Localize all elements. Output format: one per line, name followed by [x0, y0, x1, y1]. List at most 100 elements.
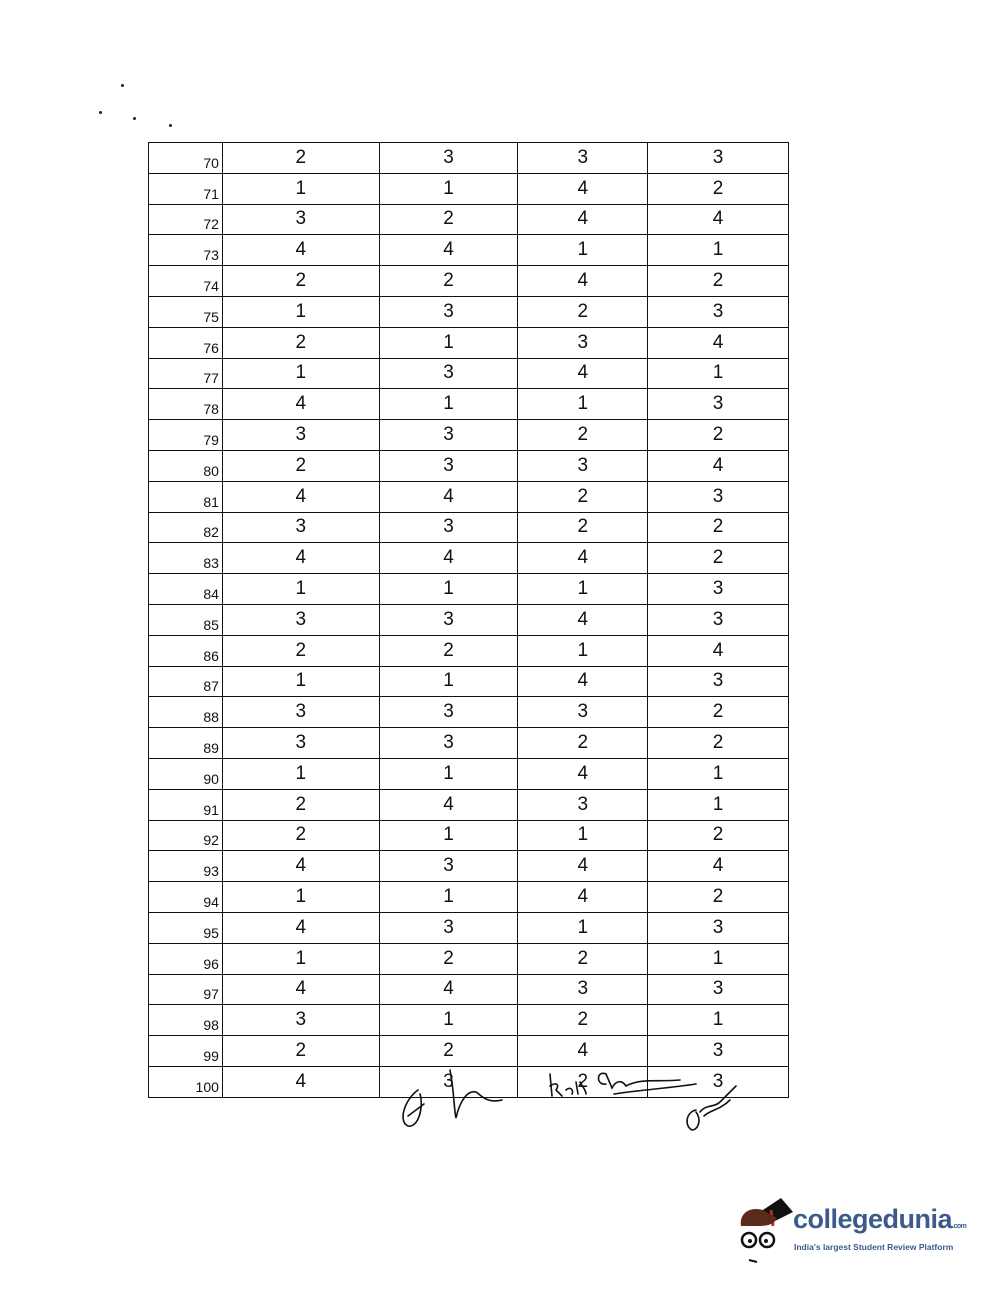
answer-cell-set-3: 4: [517, 265, 649, 297]
question-number: 99: [148, 1035, 223, 1067]
scan-speck: [169, 124, 172, 127]
answer-cell-set-2: 2: [378, 942, 519, 975]
question-number: 78: [148, 388, 223, 421]
question-number: 90: [148, 757, 223, 790]
answer-cell-set-3: 4: [517, 757, 649, 790]
table-row: 92 2 1 1 2: [148, 819, 789, 852]
answer-cell-set-1: 3: [221, 1004, 380, 1037]
mascot-logo-icon: [740, 1198, 793, 1263]
answer-cell-set-2: 3: [378, 295, 519, 328]
table-row: 88 3 3 3 2: [148, 696, 789, 729]
table-row: 87 1 1 4 3: [148, 665, 789, 698]
answer-cell-set-2: 3: [378, 850, 519, 883]
answer-cell-set-2: 3: [378, 357, 519, 390]
answer-cell-set-2: 3: [378, 419, 519, 451]
table-row: 70 2 3 3 3: [148, 142, 789, 174]
answer-cell-set-1: 1: [221, 757, 380, 790]
scan-speck: [121, 84, 124, 87]
answer-cell-set-2: 1: [378, 665, 519, 698]
answer-cell-set-4: 2: [647, 172, 789, 205]
answer-cell-set-3: 3: [517, 449, 649, 482]
answer-cell-set-2: 1: [378, 819, 519, 852]
answer-cell-set-4: 2: [647, 727, 789, 759]
answer-cell-set-4: 4: [647, 203, 789, 236]
table-row: 97 4 4 3 3: [148, 973, 789, 1006]
answer-cell-set-4: 1: [647, 788, 789, 821]
question-number: 72: [148, 203, 223, 236]
table-row: 75 1 3 2 3: [148, 295, 789, 328]
answer-cell-set-1: 4: [221, 388, 380, 421]
scan-speck: [99, 111, 102, 114]
answer-cell-set-4: 1: [647, 234, 789, 267]
answer-cell-set-4: 3: [647, 665, 789, 698]
answer-cell-set-4: 1: [647, 1004, 789, 1037]
answer-cell-set-1: 3: [221, 203, 380, 236]
answer-cell-set-3: 1: [517, 634, 649, 667]
question-number: 96: [148, 942, 223, 975]
question-number: 73: [148, 234, 223, 267]
answer-cell-set-1: 2: [221, 1035, 380, 1067]
answer-cell-set-1: 1: [221, 172, 380, 205]
question-number: 81: [148, 480, 223, 513]
answer-cell-set-1: 2: [221, 634, 380, 667]
answer-cell-set-3: 2: [517, 727, 649, 759]
answer-cell-set-2: 3: [378, 911, 519, 944]
answer-cell-set-1: 1: [221, 665, 380, 698]
answer-cell-set-2: 4: [378, 542, 519, 575]
table-row: 91 2 4 3 1: [148, 788, 789, 821]
answer-cell-set-1: 4: [221, 480, 380, 513]
answer-cell-set-3: 3: [517, 326, 649, 359]
table-row: 94 1 1 4 2: [148, 881, 789, 913]
question-number: 100: [148, 1065, 223, 1098]
answer-cell-set-1: 4: [221, 850, 380, 883]
answer-cell-set-3: 4: [517, 881, 649, 913]
answer-cell-set-3: 2: [517, 1004, 649, 1037]
answer-cell-set-3: 2: [517, 419, 649, 451]
answer-cell-set-2: 3: [378, 696, 519, 729]
brand-name: collegedunia.com: [793, 1204, 967, 1234]
question-number: 84: [148, 573, 223, 605]
table-row: 96 1 2 2 1: [148, 942, 789, 975]
table-row: 76 2 1 3 4: [148, 326, 789, 359]
answer-cell-set-4: 3: [647, 1035, 789, 1067]
signature-3: [686, 1085, 737, 1131]
answer-cell-set-4: 4: [647, 850, 789, 883]
answer-cell-set-2: 1: [378, 573, 519, 605]
table-row: 81 4 4 2 3: [148, 480, 789, 513]
answer-cell-set-4: 4: [647, 449, 789, 482]
answer-cell-set-2: 3: [378, 727, 519, 759]
answer-cell-set-3: 2: [517, 295, 649, 328]
question-number: 97: [148, 973, 223, 1006]
answer-cell-set-3: 4: [517, 172, 649, 205]
question-number: 94: [148, 881, 223, 913]
answer-cell-set-4: 3: [647, 295, 789, 328]
question-number: 92: [148, 819, 223, 852]
question-number: 91: [148, 788, 223, 821]
answer-cell-set-2: 3: [378, 142, 519, 174]
signature-2: [549, 1072, 697, 1097]
answer-cell-set-4: 1: [647, 757, 789, 790]
answer-cell-set-2: 1: [378, 388, 519, 421]
answer-cell-set-3: 1: [517, 388, 649, 421]
answer-cell-set-4: 2: [647, 511, 789, 544]
answer-cell-set-4: 3: [647, 142, 789, 174]
question-number: 70: [148, 142, 223, 174]
answer-cell-set-4: 3: [647, 388, 789, 421]
answer-cell-set-1: 3: [221, 696, 380, 729]
table-row: 86 2 2 1 4: [148, 634, 789, 667]
answer-cell-set-4: 2: [647, 819, 789, 852]
answer-cell-set-4: 3: [647, 573, 789, 605]
table-row: 98 3 1 2 1: [148, 1004, 789, 1037]
answer-cell-set-2: 1: [378, 881, 519, 913]
table-row: 74 2 2 4 2: [148, 265, 789, 297]
table-row: 72 3 2 4 4: [148, 203, 789, 236]
question-number: 80: [148, 449, 223, 482]
question-number: 79: [148, 419, 223, 451]
question-number: 71: [148, 172, 223, 205]
answer-cell-set-4: 2: [647, 419, 789, 451]
table-row: 71 1 1 4 2: [148, 172, 789, 205]
question-number: 74: [148, 265, 223, 297]
answer-cell-set-2: 4: [378, 480, 519, 513]
answer-cell-set-3: 2: [517, 480, 649, 513]
